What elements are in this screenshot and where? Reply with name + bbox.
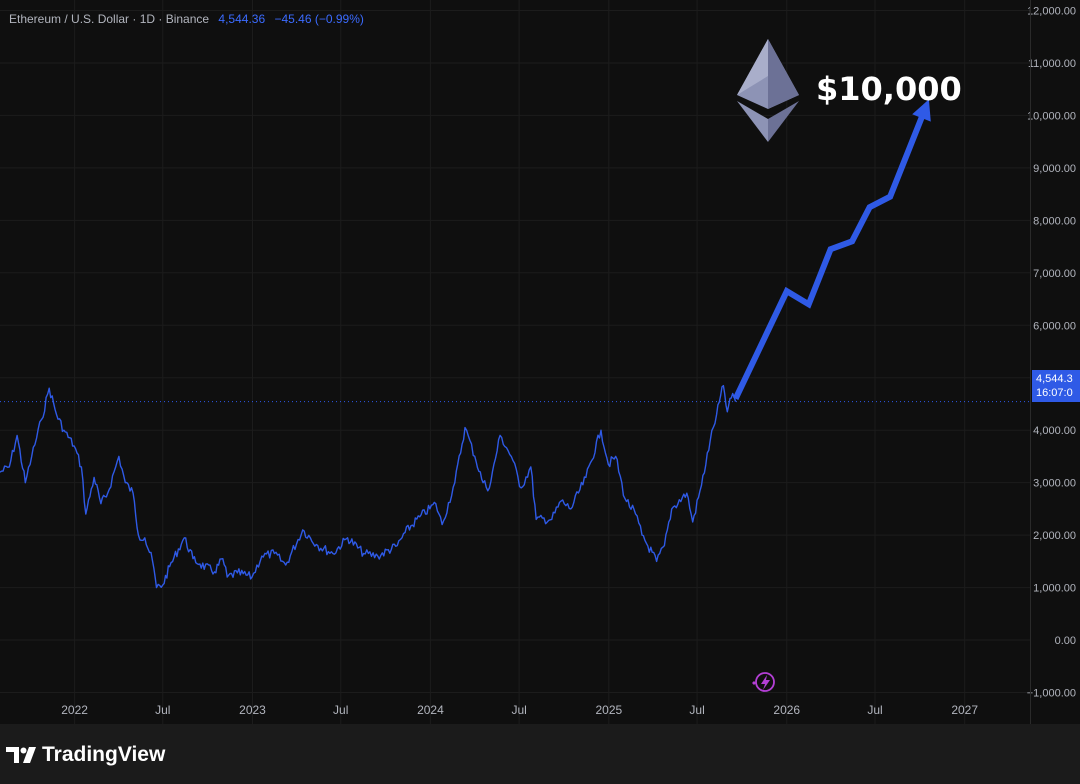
x-tick-label: 2026 — [773, 703, 800, 717]
y-tick-label: 7,000.00 — [1033, 268, 1076, 280]
y-tick-label: 0.00 — [1055, 635, 1076, 647]
price-tag-countdown: 16:07:0 — [1036, 387, 1073, 399]
x-tick-label: Jul — [689, 703, 704, 717]
y-tick-label: 11,000.00 — [1028, 58, 1076, 70]
y-tick-label: 10,000.00 — [1027, 110, 1076, 122]
x-axis: 2022 Jul 2023 Jul 2024 Jul 2025 Jul 2026 Jul 2027 — [61, 703, 978, 717]
y-tick-label: 2,000.00 — [1033, 530, 1076, 542]
x-tick-label: 2024 — [417, 703, 444, 717]
lightning-badge-icon[interactable] — [752, 672, 775, 692]
projection-arrow-head — [912, 99, 931, 122]
footer-bar — [0, 724, 1080, 784]
projection-arrow-line — [732, 103, 930, 400]
x-tick-label: Jul — [333, 703, 348, 717]
y-tick-label: 6,000.00 — [1033, 320, 1076, 332]
symbol-legend: Ethereum / U.S. Dollar · 1D · Binance 4,… — [9, 12, 364, 26]
last-price-tag: 4,544.3 16:07:0 — [1032, 370, 1080, 402]
last-price: 4,544.36 — [218, 12, 266, 26]
y-tick-label: 3,000.00 — [1033, 478, 1076, 490]
chart-grid — [0, 0, 1030, 724]
x-tick-label: 2027 — [951, 703, 978, 717]
y-tick-label: 8,000.00 — [1033, 215, 1076, 227]
y-axis: 12,000.00 11,000.00 10,000.00 9,000.00 8,000… — [1027, 0, 1076, 724]
y-tick-label: 12,000.00 — [1027, 5, 1076, 17]
x-tick-label: Jul — [155, 703, 170, 717]
price-change: −45.46 (−0.99%) — [274, 12, 364, 26]
x-tick-label: 2022 — [61, 703, 88, 717]
x-tick-label: 2023 — [239, 703, 266, 717]
y-tick-label: −1,000.00 — [1027, 688, 1076, 700]
symbol-title: Ethereum / U.S. Dollar · 1D · Binance — [9, 12, 210, 26]
y-tick-label: 4,000.00 — [1033, 425, 1076, 437]
x-tick-label: Jul — [867, 703, 882, 717]
x-tick-label: Jul — [511, 703, 526, 717]
y-tick-label: 1,000.00 — [1033, 583, 1076, 595]
target-price-label: $10,000 — [816, 70, 962, 108]
y-tick-label: 9,000.00 — [1033, 163, 1076, 175]
price-tag-value: 4,544.3 — [1036, 373, 1073, 385]
price-series-layer — [0, 99, 931, 589]
tradingview-brand: TradingView — [42, 743, 166, 766]
x-tick-label: 2025 — [595, 703, 622, 717]
tradingview-logo-icon — [6, 747, 36, 763]
tradingview-logo[interactable]: TradingView — [6, 743, 165, 767]
ethereum-logo-icon — [737, 39, 799, 142]
price-history-line — [0, 384, 737, 589]
